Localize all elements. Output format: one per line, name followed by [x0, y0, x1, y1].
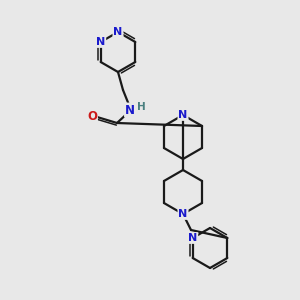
Text: N: N — [178, 209, 188, 219]
Text: N: N — [113, 27, 123, 37]
Text: N: N — [96, 37, 105, 47]
Text: N: N — [188, 233, 197, 243]
Text: H: H — [136, 102, 146, 112]
Text: O: O — [87, 110, 97, 122]
Text: N: N — [125, 103, 135, 116]
Text: N: N — [178, 110, 188, 120]
